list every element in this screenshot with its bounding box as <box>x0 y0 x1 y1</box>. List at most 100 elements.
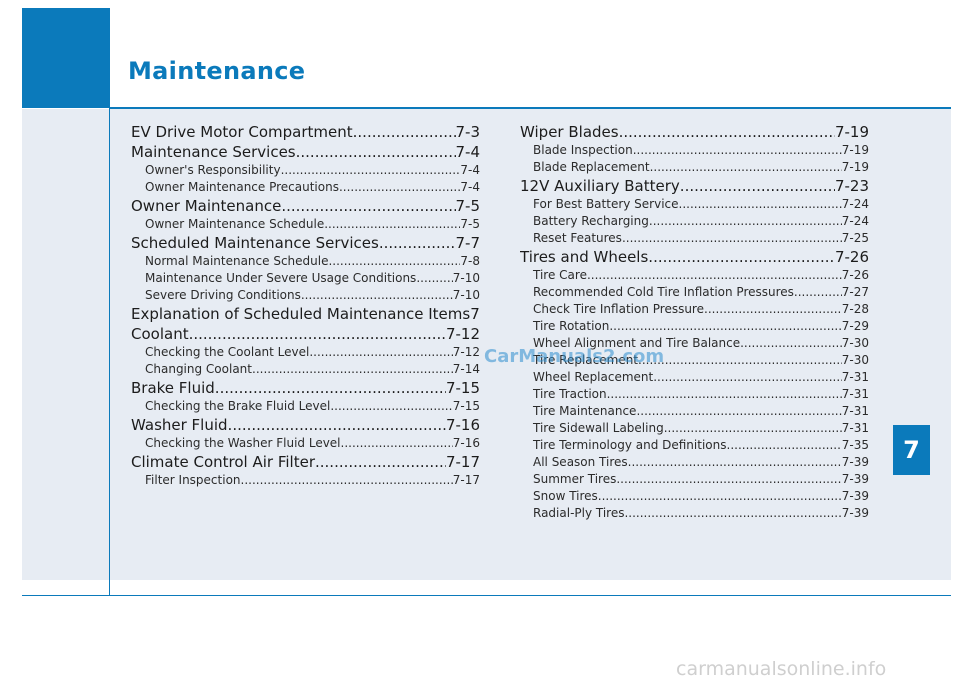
toc-entry-label: Explanation of Scheduled Maintenance Ite… <box>131 305 471 323</box>
toc-entry-page: 7-4 <box>455 143 481 161</box>
toc-subentry[interactable]: Blade Inspection 7-19 <box>520 142 869 159</box>
toc-section-entry[interactable]: Wiper Blades 7-19 <box>520 122 869 142</box>
toc-subentry[interactable]: Tire Maintenance 7-31 <box>520 403 869 420</box>
page-title: Maintenance <box>128 57 306 85</box>
toc-entry-label: Changing Coolant <box>145 362 252 376</box>
toc-entry-page: 7-25 <box>841 231 869 245</box>
toc-subentry[interactable]: Normal Maintenance Schedule 7-8 <box>131 253 480 270</box>
toc-entry-page: 7-7 <box>455 234 481 252</box>
dot-leader <box>727 437 842 454</box>
toc-section-entry[interactable]: Maintenance Services 7-4 <box>131 142 480 162</box>
toc-entry-label: Owner Maintenance Schedule <box>145 217 325 231</box>
toc-entry-label: Wiper Blades <box>520 123 619 141</box>
toc-entry-page: 7-28 <box>841 302 869 316</box>
toc-section-entry[interactable]: Owner Maintenance 7-5 <box>131 196 480 216</box>
toc-entry-label: Brake Fluid <box>131 379 215 397</box>
toc-subentry[interactable]: Checking the Coolant Level 7-12 <box>131 344 480 361</box>
toc-entry-page: 7-5 <box>460 217 480 231</box>
toc-entry-label: Coolant <box>131 325 189 343</box>
toc-entry-label: Wheel Alignment and Tire Balance <box>533 336 741 350</box>
toc-subentry[interactable]: Snow Tires 7-39 <box>520 488 869 505</box>
dot-leader <box>416 270 452 287</box>
toc-section-entry[interactable]: Coolant 7-12 <box>131 324 480 344</box>
dot-leader <box>653 369 842 386</box>
toc-section-entry[interactable]: Brake Fluid 7-15 <box>131 378 480 398</box>
toc-entry-page: 7-23 <box>834 177 869 195</box>
toc-entry-label: Washer Fluid <box>131 416 228 434</box>
toc-entry-label: Scheduled Maintenance Services <box>131 234 379 252</box>
toc-section-entry[interactable]: Explanation of Scheduled Maintenance Ite… <box>131 304 480 324</box>
toc-entry-page: 7-19 <box>841 143 869 157</box>
toc-subentry[interactable]: Reset Features 7-25 <box>520 230 869 247</box>
toc-subentry[interactable]: Maintenance Under Severe Usage Condition… <box>131 270 480 287</box>
toc-subentry[interactable]: Summer Tires 7-39 <box>520 471 869 488</box>
toc-subentry[interactable]: Wheel Alignment and Tire Balance 7-30 <box>520 335 869 352</box>
toc-entry-page: 7-11 <box>470 305 480 323</box>
toc-entry-label: Battery Recharging <box>533 214 649 228</box>
toc-subentry[interactable]: Tire Care 7-26 <box>520 267 869 284</box>
toc-entry-label: Tire Terminology and Definitions <box>533 438 727 452</box>
watermark: CarManuals2.com <box>484 346 665 367</box>
toc-subentry[interactable]: For Best Battery Service 7-24 <box>520 196 869 213</box>
toc-entry-page: 7-16 <box>452 436 480 450</box>
toc-entry-label: Maintenance Under Severe Usage Condition… <box>145 271 417 285</box>
toc-subentry[interactable]: Wheel Replacement 7-31 <box>520 369 869 386</box>
toc-entry-label: 12V Auxiliary Battery <box>520 177 680 195</box>
dot-leader <box>587 267 842 284</box>
toc-subentry[interactable]: Owner Maintenance Precautions 7-4 <box>131 179 480 196</box>
toc-section-entry[interactable]: Tires and Wheels 7-26 <box>520 247 869 267</box>
toc-entry-page: 7-10 <box>452 271 480 285</box>
toc-subentry[interactable]: Tire Replacement 7-30 <box>520 352 869 369</box>
dot-leader <box>252 361 453 378</box>
dot-leader <box>607 386 842 403</box>
toc-entry-label: Tire Sidewall Labeling <box>533 421 664 435</box>
toc-subentry[interactable]: Checking the Brake Fluid Level 7-15 <box>131 398 480 415</box>
toc-subentry[interactable]: Checking the Washer Fluid Level 7-16 <box>131 435 480 452</box>
toc-subentry[interactable]: Severe Driving Conditions 7-10 <box>131 287 480 304</box>
toc-entry-label: Tire Care <box>533 268 587 282</box>
toc-subentry[interactable]: Radial-Ply Tires 7-39 <box>520 505 869 522</box>
toc-subentry[interactable]: Owner's Responsibility 7-4 <box>131 162 480 179</box>
toc-entry-label: Checking the Coolant Level <box>145 345 310 359</box>
toc-subentry[interactable]: Tire Terminology and Definitions 7-35 <box>520 437 869 454</box>
dot-leader <box>622 230 842 247</box>
toc-subentry[interactable]: Changing Coolant 7-14 <box>131 361 480 378</box>
toc-subentry[interactable]: Battery Recharging 7-24 <box>520 213 869 230</box>
toc-entry-label: Tire Rotation <box>533 319 610 333</box>
toc-entry-page: 7-12 <box>445 325 480 343</box>
dot-leader <box>598 488 842 505</box>
toc-section-entry[interactable]: 12V Auxiliary Battery 7-23 <box>520 176 869 196</box>
toc-subentry[interactable]: Filter Inspection 7-17 <box>131 472 480 489</box>
dot-leader <box>228 415 446 435</box>
dot-leader <box>628 454 842 471</box>
toc-subentry[interactable]: Check Tire Inflation Pressure 7-28 <box>520 301 869 318</box>
toc-entry-label: Check Tire Inflation Pressure <box>533 302 704 316</box>
dot-leader <box>330 398 452 415</box>
toc-section-entry[interactable]: Washer Fluid 7-16 <box>131 415 480 435</box>
toc-subentry[interactable]: Tire Sidewall Labeling 7-31 <box>520 420 869 437</box>
toc-subentry[interactable]: Tire Traction 7-31 <box>520 386 869 403</box>
title-rule <box>109 107 951 109</box>
dot-leader <box>664 420 842 437</box>
toc-subentry[interactable]: Owner Maintenance Schedule 7-5 <box>131 216 480 233</box>
dot-leader <box>633 142 842 159</box>
toc-entry-label: Wheel Replacement <box>533 370 654 384</box>
toc-entry-label: Climate Control Air Filter <box>131 453 315 471</box>
toc-section-entry[interactable]: EV Drive Motor Compartment 7-3 <box>131 122 480 142</box>
toc-entry-page: 7-26 <box>834 248 869 266</box>
toc-subentry[interactable]: Tire Rotation 7-29 <box>520 318 869 335</box>
toc-entry-page: 7-31 <box>841 404 869 418</box>
toc-subentry[interactable]: Recommended Cold Tire Inflation Pressure… <box>520 284 869 301</box>
toc-section-entry[interactable]: Scheduled Maintenance Services 7-7 <box>131 233 480 253</box>
toc-section-entry[interactable]: Climate Control Air Filter 7-17 <box>131 452 480 472</box>
toc-entry-page: 7-24 <box>841 214 869 228</box>
toc-subentry[interactable]: Blade Replacement 7-19 <box>520 159 869 176</box>
toc-entry-page: 7-4 <box>460 180 480 194</box>
chapter-tab[interactable]: 7 <box>893 425 930 475</box>
dot-leader <box>215 378 446 398</box>
toc-subentry[interactable]: All Season Tires 7-39 <box>520 454 869 471</box>
toc-entry-page: 7-30 <box>841 353 869 367</box>
toc-entry-label: Blade Inspection <box>533 143 633 157</box>
vertical-divider <box>109 8 110 596</box>
toc-entry-page: 7-17 <box>452 473 480 487</box>
